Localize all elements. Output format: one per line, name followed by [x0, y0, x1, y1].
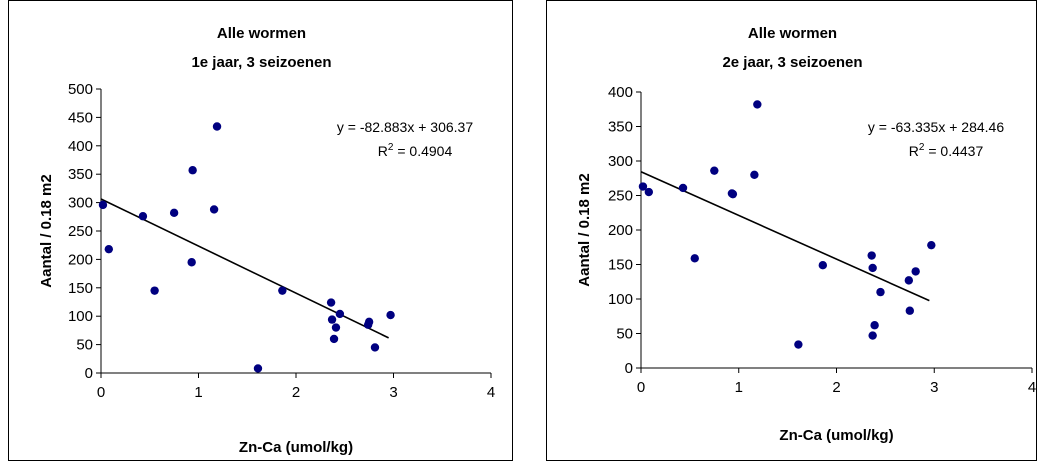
- y-tick-label: 300: [608, 153, 633, 170]
- data-point: [927, 240, 936, 250]
- y-tick-label: 200: [68, 251, 93, 268]
- data-point: [335, 309, 345, 319]
- data-point: [329, 334, 339, 344]
- y-tick-label: 50: [616, 326, 633, 343]
- data-point: [188, 166, 197, 175]
- data-point: [331, 323, 341, 332]
- chart-panel-year1: Alle wormen 1e jaar, 3 seizoenen 0 50 100 150…: [8, 0, 513, 461]
- x-tick-label: 0: [97, 384, 105, 401]
- x-tick-label: 1: [735, 379, 743, 396]
- data-point: [904, 276, 914, 285]
- x-tick-label: 0: [637, 379, 645, 396]
- data-point: [638, 182, 648, 191]
- y-tick-label: 0: [85, 365, 93, 382]
- data-point: [169, 208, 179, 218]
- y-tick-label: 150: [68, 280, 93, 297]
- x-tick-label: 4: [1028, 379, 1036, 396]
- data-point: [868, 263, 877, 273]
- y-tick-label: 100: [608, 291, 633, 308]
- x-axis-label: Zn-Ca (umol/kg): [779, 427, 893, 444]
- trendline: [640, 170, 930, 302]
- data-point: [150, 286, 159, 295]
- y-tick-label: 500: [68, 81, 93, 98]
- data-point: [386, 310, 395, 320]
- y-tick-label: 400: [608, 84, 633, 101]
- data-point: [327, 315, 337, 324]
- data-point: [253, 364, 263, 373]
- scatter-chart-year2: Alle wormen 2e jaar, 3 seizoenen 0 50 100 150…: [576, 25, 1036, 444]
- y-tick-label: 200: [608, 222, 633, 239]
- x-tick-label: 3: [389, 384, 397, 401]
- data-point: [710, 166, 719, 175]
- data-point: [870, 321, 879, 330]
- data-point: [911, 267, 920, 276]
- y-tick-label: 0: [625, 360, 633, 377]
- x-tick-label: 4: [487, 384, 495, 401]
- data-point: [644, 187, 654, 197]
- data-point: [905, 306, 915, 315]
- y-tick-label: 350: [608, 119, 633, 136]
- r-squared-label: R2 = 0.4437: [909, 142, 984, 159]
- chart-panel-year2: Alle wormen 2e jaar, 3 seizoenen 0 50 100 150…: [546, 0, 1037, 461]
- y-tick-label: 250: [608, 188, 633, 205]
- data-point: [868, 331, 877, 340]
- data-point: [187, 258, 196, 267]
- data-point: [104, 244, 114, 254]
- data-point: [212, 122, 222, 131]
- y-tick-label: 50: [76, 337, 93, 354]
- y-tick-label: 400: [68, 138, 93, 155]
- data-point: [209, 205, 219, 214]
- data-point: [818, 260, 828, 270]
- data-point: [750, 170, 759, 179]
- data-point: [794, 340, 803, 349]
- x-tick-label: 1: [194, 384, 202, 401]
- data-point: [876, 287, 885, 297]
- data-point: [364, 317, 374, 327]
- trendline-equation: y = -63.335x + 284.46: [868, 119, 1004, 135]
- data-point: [98, 200, 108, 210]
- x-tick-label: 2: [832, 379, 840, 396]
- r-squared-label: R2 = 0.4904: [378, 142, 453, 159]
- x-axis-label: Zn-Ca (umol/kg): [239, 439, 353, 456]
- data-point: [867, 251, 876, 260]
- data-point: [278, 286, 287, 295]
- y-axis-label: Aantal / 0.18 m2: [576, 173, 593, 286]
- y-tick-label: 150: [608, 257, 633, 274]
- data-point: [690, 254, 699, 263]
- y-tick-label: 100: [68, 308, 93, 325]
- x-tick-label: 3: [930, 379, 938, 396]
- y-tick-label: 300: [68, 195, 93, 212]
- y-tick-label: 250: [68, 223, 93, 240]
- data-point: [326, 298, 336, 307]
- data-point: [678, 183, 688, 193]
- chart-subtitle: 2e jaar, 3 seizoenen: [722, 54, 862, 71]
- data-point: [370, 343, 380, 352]
- chart-subtitle: 1e jaar, 3 seizoenen: [191, 54, 331, 71]
- y-tick-label: 350: [68, 166, 93, 183]
- chart-title: Alle wormen: [217, 25, 306, 42]
- data-point: [728, 189, 738, 199]
- chart-title: Alle wormen: [748, 25, 837, 42]
- data-point: [138, 212, 148, 221]
- x-tick-label: 2: [292, 384, 300, 401]
- y-axis-label: Aantal / 0.18 m2: [38, 174, 55, 287]
- y-tick-label: 450: [68, 109, 93, 126]
- trendline-equation: y = -82.883x + 306.37: [337, 119, 473, 135]
- data-point: [753, 100, 762, 109]
